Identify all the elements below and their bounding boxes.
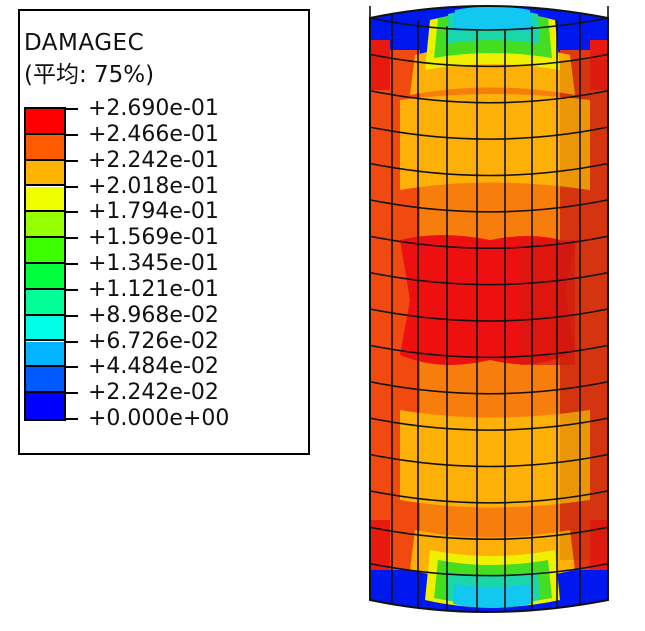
legend-tick (66, 366, 78, 369)
legend-swatch (26, 186, 64, 213)
legend-tick-label: +0.000e+00 (88, 406, 230, 431)
legend-tick (66, 392, 78, 395)
mesh-line-horizontal (369, 53, 609, 68)
legend-tick-label: +4.484e-02 (88, 354, 219, 380)
legend-tick-label: +2.242e-02 (88, 380, 219, 406)
legend-tick (66, 133, 78, 136)
mesh-line-horizontal (369, 235, 609, 250)
legend-variable-name: DAMAGEC (24, 30, 145, 56)
contour-right-red-top (590, 40, 608, 90)
mesh-line-horizontal (369, 199, 609, 213)
legend-tick (66, 288, 78, 291)
legend-swatch (26, 160, 64, 187)
legend-tick-label: +6.726e-02 (88, 328, 219, 354)
legend-tick (66, 418, 78, 420)
legend-tick-label: +1.569e-01 (88, 225, 219, 251)
legend-tick-label: +2.466e-01 (88, 121, 219, 147)
legend-tick (66, 211, 78, 214)
contour-bottom-cyan (453, 584, 532, 608)
legend-swatch (26, 315, 64, 342)
cylinder-outline (369, 5, 609, 613)
mesh-line-horizontal (369, 562, 609, 577)
legend-averaging-threshold: (平均: 75%) (24, 62, 155, 88)
legend-tick (66, 108, 78, 110)
legend-tick (66, 185, 78, 188)
legend-tick (66, 314, 78, 317)
legend-color-bar (24, 107, 66, 421)
mesh-line-horizontal (369, 417, 609, 431)
mesh-line-horizontal (369, 526, 609, 541)
mesh-line-horizontal (369, 453, 609, 468)
legend-tick-label: +1.345e-01 (88, 251, 219, 276)
legend-tick (66, 237, 78, 240)
mesh-line-horizontal (369, 380, 609, 395)
legend-tick-label: +1.121e-01 (88, 276, 219, 302)
legend-swatch (26, 367, 64, 394)
contour-center-red-shade (520, 240, 575, 365)
mesh-line-horizontal (369, 344, 609, 359)
contour-top-cyan (453, 6, 532, 32)
mesh-line-horizontal (369, 162, 609, 177)
legend-tick (66, 263, 78, 265)
legend-tick-label: +1.794e-01 (88, 199, 219, 225)
legend-tick (66, 159, 78, 162)
contour-left-red-top (370, 40, 390, 90)
legend-swatch (26, 109, 64, 135)
mesh-line-horizontal (369, 490, 609, 504)
legend-swatch (26, 289, 64, 316)
legend-swatch (26, 238, 64, 264)
mesh-line-horizontal (369, 89, 609, 104)
mesh-line-horizontal (369, 271, 609, 286)
legend-swatch (26, 393, 64, 419)
legend-swatch (26, 212, 64, 239)
contour-left-red-bottom (370, 520, 390, 570)
legend-tick-label: +8.968e-02 (88, 302, 219, 328)
mesh-line-horizontal (369, 308, 609, 322)
cylinder-top-rim (369, 17, 609, 31)
legend-swatch (26, 264, 64, 290)
contour-right-red-bottom (590, 520, 608, 570)
cylinder-model-viewport[interactable] (360, 0, 645, 631)
legend-tick-label: +2.690e-01 (88, 96, 219, 121)
legend-swatch (26, 341, 64, 368)
mesh-line-horizontal (369, 126, 609, 140)
legend-tick-label: +2.018e-01 (88, 173, 219, 199)
legend-swatch (26, 134, 64, 161)
legend-tick (66, 340, 78, 343)
legend-tick-label: +2.242e-01 (88, 147, 219, 173)
contour-legend (18, 9, 310, 455)
